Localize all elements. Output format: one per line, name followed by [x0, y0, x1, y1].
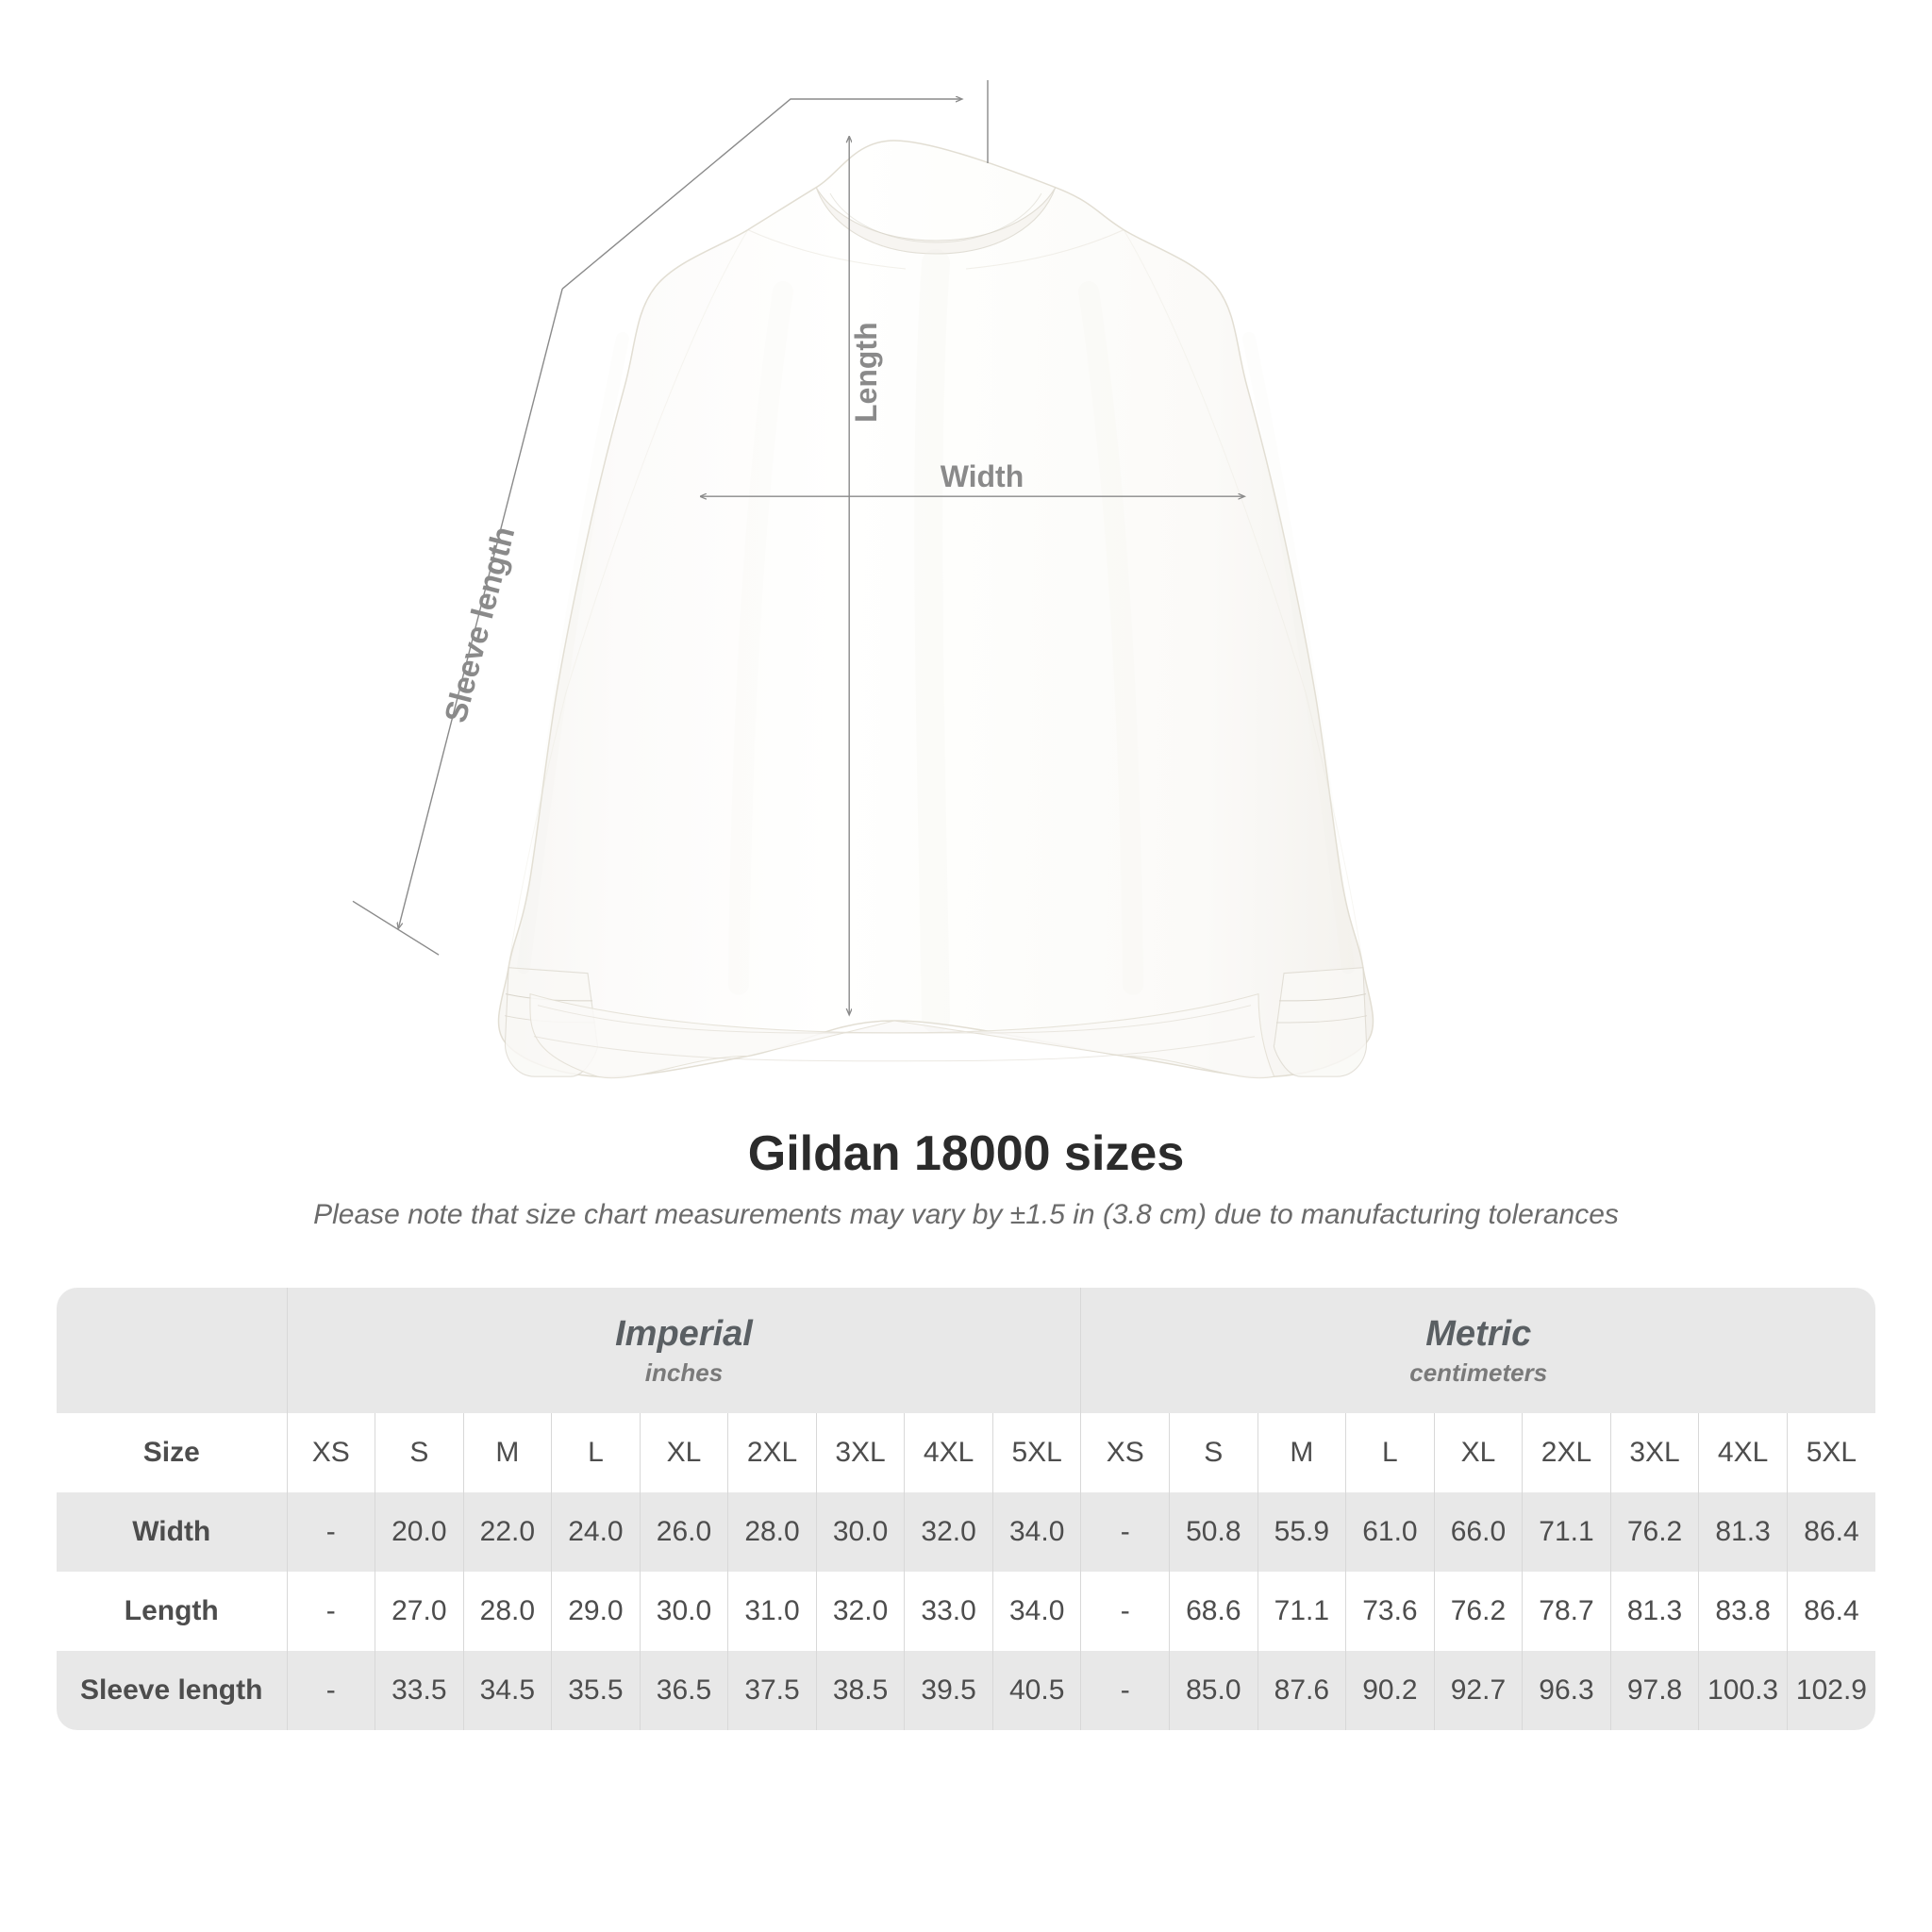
svg-text:Width: Width: [941, 459, 1024, 493]
svg-text:Sleeve length: Sleeve length: [438, 523, 522, 725]
svg-text:Length: Length: [849, 322, 883, 423]
